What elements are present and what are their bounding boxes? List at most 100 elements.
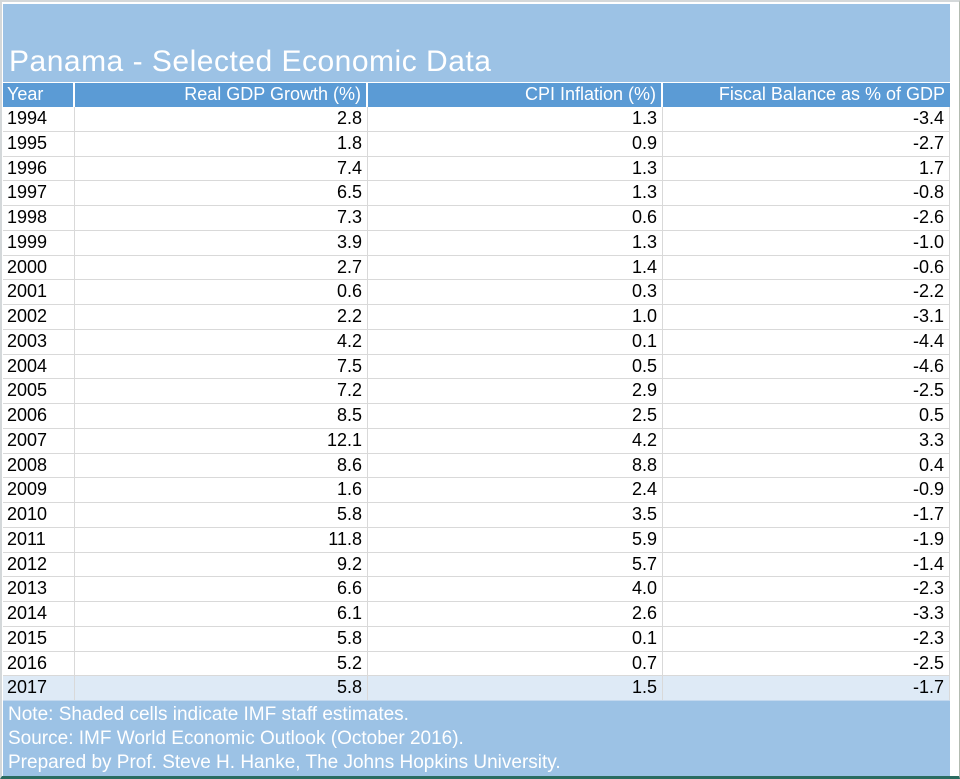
- table-row: 1995 1.8 0.9 -2.7: [3, 131, 950, 157]
- cell-year: 2005: [3, 379, 75, 403]
- cell-fiscal-balance: 0.4: [663, 453, 950, 478]
- cell-real-gdp-growth: 7.3: [75, 206, 368, 230]
- table-row-estimate: 2017 5.8 1.5 -1.7: [3, 676, 950, 701]
- cell-year: 2012: [3, 552, 75, 577]
- cell-fiscal-balance: -2.2: [663, 280, 950, 304]
- cell-real-gdp-growth: 12.1: [75, 428, 368, 453]
- cell-cpi-inflation: 5.9: [368, 527, 663, 552]
- cell-fiscal-balance: -2.5: [663, 651, 950, 676]
- cell-year: 2006: [3, 404, 75, 428]
- cell-real-gdp-growth: 11.8: [75, 527, 368, 552]
- cell-real-gdp-growth: 9.2: [75, 552, 368, 577]
- cell-year: 1998: [3, 206, 75, 230]
- cell-cpi-inflation: 2.4: [368, 478, 663, 502]
- cell-real-gdp-growth: 5.2: [75, 651, 368, 676]
- cell-cpi-inflation: 5.7: [368, 552, 663, 577]
- table-row: 2014 6.1 2.6 -3.3: [3, 602, 950, 627]
- table-row: 2012 9.2 5.7 -1.4: [3, 552, 950, 578]
- cell-real-gdp-growth: 7.2: [75, 379, 368, 403]
- table-row: 2004 7.5 0.5 -4.6: [3, 354, 950, 380]
- cell-cpi-inflation: 1.5: [368, 676, 663, 700]
- cell-fiscal-balance: -4.4: [663, 329, 950, 354]
- cell-cpi-inflation: 1.3: [368, 230, 663, 255]
- cell-year: 2001: [3, 280, 75, 304]
- cell-real-gdp-growth: 0.6: [75, 280, 368, 304]
- cell-fiscal-balance: 0.5: [663, 404, 950, 428]
- cell-year: 2017: [3, 676, 75, 700]
- cell-real-gdp-growth: 7.4: [75, 156, 368, 181]
- cell-real-gdp-growth: 3.9: [75, 230, 368, 255]
- cell-fiscal-balance: -0.8: [663, 181, 950, 205]
- column-header-real-gdp-growth: Real GDP Growth (%): [75, 83, 368, 107]
- cell-year: 2002: [3, 305, 75, 329]
- cell-year: 1995: [3, 131, 75, 156]
- cell-fiscal-balance: -3.4: [663, 107, 950, 131]
- table-row: 2000 2.7 1.4 -0.6: [3, 255, 950, 281]
- cell-year: 2003: [3, 329, 75, 354]
- table-row: 2015 5.8 0.1 -2.3: [3, 626, 950, 652]
- title-band: Panama - Selected Economic Data: [3, 4, 950, 82]
- cell-year: 2004: [3, 354, 75, 379]
- cell-fiscal-balance: -1.7: [663, 503, 950, 527]
- cell-fiscal-balance: -0.6: [663, 255, 950, 280]
- table-row: 2006 8.5 2.5 0.5: [3, 404, 950, 429]
- column-header-fiscal-balance: Fiscal Balance as % of GDP: [718, 84, 945, 104]
- cell-year: 2000: [3, 255, 75, 280]
- cell-year: 2010: [3, 503, 75, 527]
- cell-real-gdp-growth: 5.8: [75, 676, 368, 700]
- cell-real-gdp-growth: 2.8: [75, 107, 368, 131]
- cell-cpi-inflation: 1.3: [368, 107, 663, 131]
- cell-real-gdp-growth: 5.8: [75, 626, 368, 651]
- cell-real-gdp-growth: 6.1: [75, 602, 368, 626]
- table-row: 1999 3.9 1.3 -1.0: [3, 230, 950, 256]
- cell-cpi-inflation: 3.5: [368, 503, 663, 527]
- page-title: Panama - Selected Economic Data: [9, 45, 492, 78]
- table-row: 2009 1.6 2.4 -0.9: [3, 478, 950, 503]
- cell-fiscal-balance: -1.9: [663, 527, 950, 552]
- table-row: 2011 11.8 5.9 -1.9: [3, 527, 950, 553]
- cell-cpi-inflation: 0.6: [368, 206, 663, 230]
- cell-year: 2016: [3, 651, 75, 676]
- table-row: 2003 4.2 0.1 -4.4: [3, 329, 950, 355]
- cell-real-gdp-growth: 6.5: [75, 181, 368, 205]
- cell-year: 1997: [3, 181, 75, 205]
- table-row: 1997 6.5 1.3 -0.8: [3, 181, 950, 206]
- source-line: Source: IMF World Economic Outlook (Octo…: [8, 728, 464, 749]
- table-row: 2016 5.2 0.7 -2.5: [3, 651, 950, 677]
- cell-real-gdp-growth: 1.8: [75, 131, 368, 156]
- cell-cpi-inflation: 1.0: [368, 305, 663, 329]
- cell-fiscal-balance: -2.3: [663, 626, 950, 651]
- cell-year: 1999: [3, 230, 75, 255]
- cell-cpi-inflation: 2.6: [368, 602, 663, 626]
- cell-fiscal-balance: 1.7: [663, 156, 950, 181]
- cell-year: 2007: [3, 428, 75, 453]
- cell-fiscal-balance: -0.9: [663, 478, 950, 502]
- cell-cpi-inflation: 4.0: [368, 577, 663, 601]
- cell-year: 1994: [3, 107, 75, 131]
- cell-fiscal-balance: -2.6: [663, 206, 950, 230]
- cell-real-gdp-growth: 6.6: [75, 577, 368, 601]
- cell-cpi-inflation: 0.1: [368, 329, 663, 354]
- cell-fiscal-balance: -2.5: [663, 379, 950, 403]
- cell-fiscal-balance: -1.7: [663, 676, 950, 700]
- cell-cpi-inflation: 0.7: [368, 651, 663, 676]
- cell-cpi-inflation: 8.8: [368, 453, 663, 478]
- table-row: 1998 7.3 0.6 -2.6: [3, 206, 950, 231]
- cell-year: 2015: [3, 626, 75, 651]
- cell-real-gdp-growth: 8.5: [75, 404, 368, 428]
- table-body: 1994 2.8 1.3 -3.4 1995 1.8 0.9 -2.7 1996 7.4 1.3 1.…: [3, 107, 950, 701]
- cell-year: 2009: [3, 478, 75, 502]
- cell-cpi-inflation: 2.5: [368, 404, 663, 428]
- cell-fiscal-balance: -4.6: [663, 354, 950, 379]
- cell-year: 2013: [3, 577, 75, 601]
- cell-cpi-inflation: 1.4: [368, 255, 663, 280]
- cell-fiscal-balance: -1.4: [663, 552, 950, 577]
- table-row: 2013 6.6 4.0 -2.3: [3, 577, 950, 602]
- sheet-content: Panama - Selected Economic Data Year Real…: [3, 4, 950, 776]
- cell-fiscal-balance: -1.0: [663, 230, 950, 255]
- note-line: Note: Shaded cells indicate IMF staff es…: [8, 704, 409, 725]
- table-row: 2002 2.2 1.0 -3.1: [3, 305, 950, 330]
- cell-fiscal-balance: -2.7: [663, 131, 950, 156]
- cell-real-gdp-growth: 1.6: [75, 478, 368, 502]
- cell-real-gdp-growth: 2.2: [75, 305, 368, 329]
